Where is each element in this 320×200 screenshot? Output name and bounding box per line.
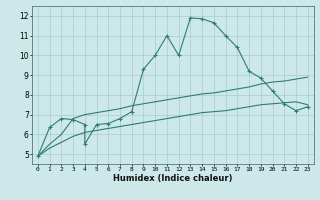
X-axis label: Humidex (Indice chaleur): Humidex (Indice chaleur) (113, 174, 233, 183)
